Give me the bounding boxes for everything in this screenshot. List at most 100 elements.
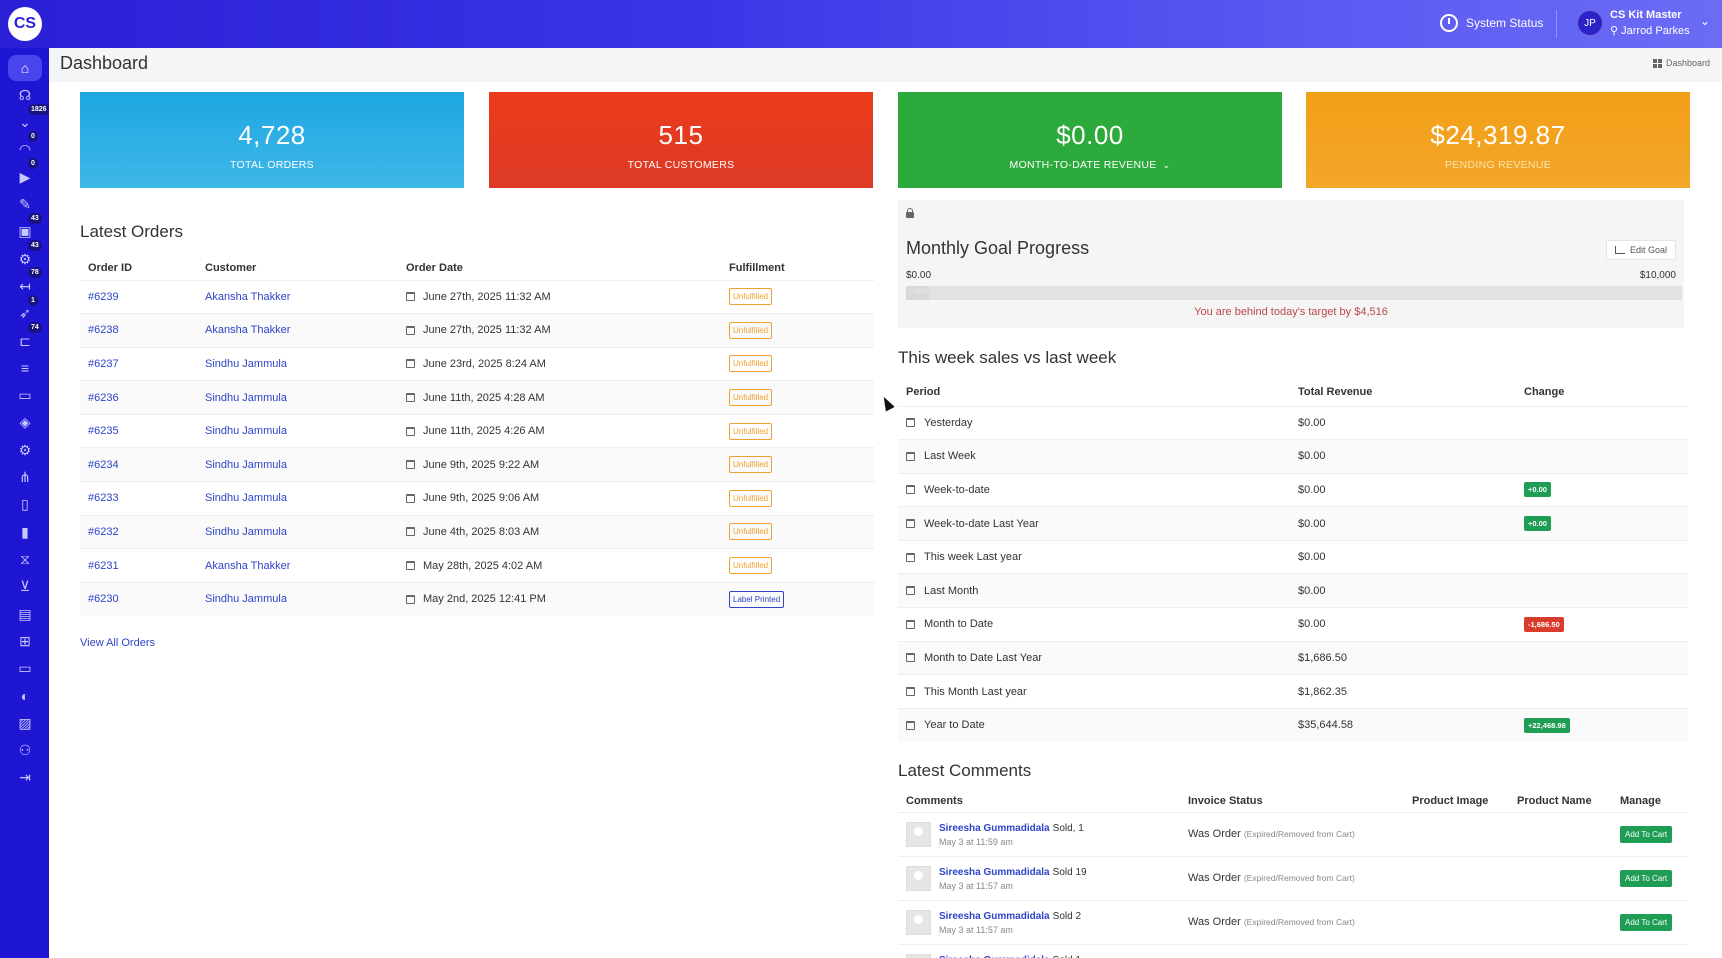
period-cell: Week-to-date xyxy=(906,484,1290,496)
add-to-cart-button[interactable]: Add To Cart xyxy=(1620,913,1673,931)
chevron-down-icon[interactable]: ⌄ xyxy=(1700,14,1711,28)
user-menu[interactable]: CS Kit Master ⚲ Jarrod Parkes xyxy=(1610,7,1690,39)
add-to-cart-button[interactable]: Add To Cart xyxy=(1620,869,1673,887)
stat-card-month-revenue[interactable]: $0.00 MONTH-TO-DATE REVENUE ⌄ xyxy=(898,92,1282,188)
customer-link[interactable]: Sindhu Jammula xyxy=(205,593,287,606)
calendar-icon xyxy=(906,418,915,428)
sidebar-item-rocket[interactable]: ➶ 1 xyxy=(8,294,42,327)
customer-link[interactable]: Akansha Thakker xyxy=(205,290,291,303)
sidebar-item-image[interactable]: ▨ xyxy=(8,710,42,736)
sidebar-item-gear[interactable]: ⚙ xyxy=(8,437,42,463)
table-row: Sireesha Gummadidala Sold 1Was Order (Ex… xyxy=(898,943,1688,958)
sidebar-item-headset[interactable]: ☊ xyxy=(8,82,42,108)
chevron-down-icon[interactable]: ⌄ xyxy=(1162,160,1171,170)
sidebar-item-arrow-left[interactable]: ↤ 78 xyxy=(8,267,42,299)
change-badge: -1,686.50 xyxy=(1524,616,1564,632)
app-logo[interactable]: CS xyxy=(8,7,42,41)
commenter-link[interactable]: Sireesha Gummadidala xyxy=(939,866,1050,878)
order-id-link[interactable]: #6232 xyxy=(88,525,119,538)
sidebar-item-palette[interactable]: ◐ xyxy=(8,683,42,709)
invoice-status-text: Was Order xyxy=(1188,916,1241,928)
stat-card-total-orders[interactable]: 4,728 TOTAL ORDERS xyxy=(80,92,464,188)
fulfillment-badge: Unfulfilled xyxy=(729,489,773,507)
user-thumbnail xyxy=(906,909,931,935)
fulfillment-badge: Unfulfilled xyxy=(729,422,773,440)
calendar-icon xyxy=(406,325,415,335)
stat-label: MONTH-TO-DATE REVENUE xyxy=(1009,159,1157,171)
order-date: May 2nd, 2025 12:41 PM xyxy=(406,593,721,605)
sidebar-item-rss[interactable]: ◠ 0 xyxy=(8,130,42,163)
col-period: Period xyxy=(906,385,941,398)
invoice-status: Was Order (Expired/Removed from Cart) xyxy=(1188,828,1355,840)
commenter-link[interactable]: Sireesha Gummadidala xyxy=(939,955,1050,958)
sidebar-item-dolly[interactable]: ⊏ 74 xyxy=(8,322,42,354)
order-id-link[interactable]: #6231 xyxy=(88,559,119,572)
sidebar-item-store[interactable]: ⊞ xyxy=(8,628,42,654)
table-row: Month to Date $0.00 -1,686.50 xyxy=(898,607,1688,642)
arrow-left-icon: ↤ xyxy=(19,277,31,294)
order-id-link[interactable]: #6234 xyxy=(88,458,119,471)
sidebar-item-cube[interactable]: ◈ xyxy=(8,410,42,436)
table-row: Sireesha Gummadidala Sold, 1 May 3 at 11:… xyxy=(898,811,1688,856)
order-id-link[interactable]: #6237 xyxy=(88,357,119,370)
fulfillment-badge: Unfulfilled xyxy=(729,456,773,474)
customer-link[interactable]: Sindhu Jammula xyxy=(205,458,287,471)
sidebar-item-bar-chart[interactable]: ▮ xyxy=(8,519,42,545)
customer-link[interactable]: Sindhu Jammula xyxy=(205,425,287,438)
col-manage: Manage xyxy=(1620,794,1661,807)
avatar[interactable]: JP xyxy=(1577,10,1603,36)
customer-link[interactable]: Sindhu Jammula xyxy=(205,391,287,404)
sidebar-item-cards[interactable]: ▭ xyxy=(8,656,42,682)
sidebar-item-cart[interactable]: ⊻ xyxy=(8,574,42,600)
customer-link[interactable]: Sindhu Jammula xyxy=(205,525,287,538)
order-date: June 27th, 2025 11:32 AM xyxy=(406,324,721,336)
sidebar-item-play[interactable]: ▶ 0 xyxy=(8,158,42,190)
order-id-link[interactable]: #6235 xyxy=(88,425,119,438)
sidebar-item-chevron-down[interactable]: ⌄ 1826 xyxy=(8,103,50,136)
top-divider xyxy=(1556,10,1557,38)
sidebar-item-share[interactable]: ⋔ xyxy=(8,465,42,491)
document-icon: ▤ xyxy=(18,605,32,622)
sidebar-item-tools[interactable]: ✎ xyxy=(8,192,42,218)
commenter-link[interactable]: Sireesha Gummadidala xyxy=(939,822,1050,834)
stat-card-total-customers[interactable]: 515 TOTAL CUSTOMERS xyxy=(489,92,873,188)
sidebar-item-video[interactable]: ▭ xyxy=(8,383,42,409)
order-id-link[interactable]: #6230 xyxy=(88,593,119,606)
system-status-link[interactable]: System Status xyxy=(1440,14,1543,32)
invoice-status-note: (Expired/Removed from Cart) xyxy=(1243,873,1355,883)
user-thumbnail xyxy=(906,865,931,891)
order-id-link[interactable]: #6233 xyxy=(88,492,119,505)
sidebar-item-box[interactable]: ▣ 43 xyxy=(8,212,42,245)
sidebar-item-users-cog[interactable]: ⚙ 43 xyxy=(8,240,42,272)
comments-table: Comments Invoice Status Product Image Pr… xyxy=(898,790,1688,958)
sidebar-item-mobile[interactable]: ▯ xyxy=(8,492,42,518)
table-row: #6238 Akansha Thakker June 27th, 2025 11:3… xyxy=(80,313,874,348)
order-date: May 28th, 2025 4:02 AM xyxy=(406,560,721,572)
orders-table: Order ID Customer Order Date Fulfillment… xyxy=(80,256,874,616)
order-id-link[interactable]: #6238 xyxy=(88,324,119,337)
order-id-link[interactable]: #6236 xyxy=(88,391,119,404)
sidebar-item-team[interactable]: ⚇ xyxy=(8,738,42,764)
view-all-orders-link[interactable]: View All Orders xyxy=(80,637,155,649)
sidebar-item-logout[interactable]: ⇥ xyxy=(8,765,42,791)
edit-goal-button[interactable]: Edit Goal xyxy=(1605,240,1676,260)
sidebar-badge: 43 xyxy=(28,212,42,224)
stat-card-pending-revenue[interactable]: $24,319.87 PENDING REVENUE xyxy=(1306,92,1690,188)
order-id-link[interactable]: #6239 xyxy=(88,290,119,303)
order-date-text: June 27th, 2025 11:32 AM xyxy=(423,324,551,337)
customer-link[interactable]: Akansha Thakker xyxy=(205,559,291,572)
invoice-status-note: (Expired/Removed from Cart) xyxy=(1243,829,1355,839)
customer-link[interactable]: Akansha Thakker xyxy=(205,324,291,337)
stat-label-row[interactable]: MONTH-TO-DATE REVENUE ⌄ xyxy=(898,159,1282,171)
stat-label: TOTAL CUSTOMERS xyxy=(627,159,735,171)
add-to-cart-button[interactable]: Add To Cart xyxy=(1620,825,1673,843)
customer-link[interactable]: Sindhu Jammula xyxy=(205,492,287,505)
sidebar-item-list[interactable]: ≡ xyxy=(8,355,42,381)
sidebar-item-home[interactable]: ⌂ xyxy=(8,55,42,81)
sidebar-item-hourglass[interactable]: ⧖ xyxy=(8,546,42,572)
sidebar-item-document[interactable]: ▤ xyxy=(8,601,42,627)
commenter-link[interactable]: Sireesha Gummadidala xyxy=(939,910,1050,922)
breadcrumb[interactable]: Dashboard xyxy=(1652,58,1710,68)
col-order-id: Order ID xyxy=(88,261,133,274)
customer-link[interactable]: Sindhu Jammula xyxy=(205,357,287,370)
